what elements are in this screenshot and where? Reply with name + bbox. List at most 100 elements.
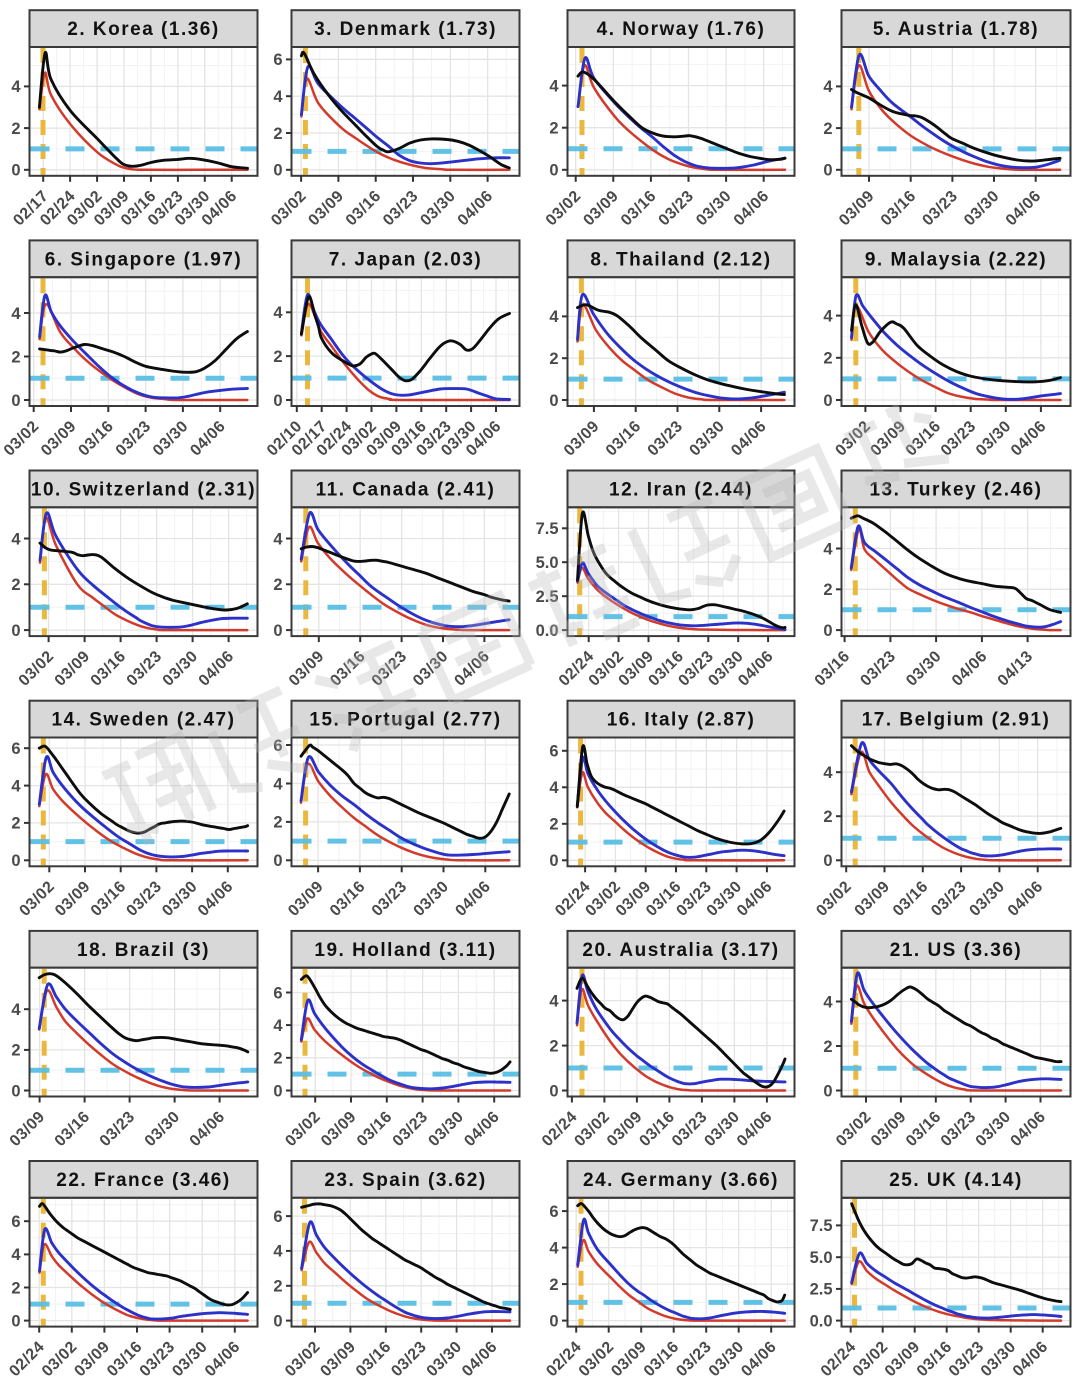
svg-text:2: 2 [273, 125, 282, 143]
svg-text:4: 4 [273, 1017, 283, 1035]
svg-text:0: 0 [823, 1082, 832, 1100]
svg-text:6: 6 [273, 984, 282, 1002]
svg-text:4: 4 [11, 1001, 21, 1019]
svg-text:0: 0 [11, 852, 20, 870]
svg-text:4: 4 [11, 530, 21, 548]
svg-text:4. Norway (1.76): 4. Norway (1.76) [597, 19, 766, 40]
svg-text:4: 4 [823, 78, 833, 96]
svg-text:13. Turkey (2.46): 13. Turkey (2.46) [869, 480, 1042, 501]
svg-text:4: 4 [11, 305, 21, 323]
svg-text:0: 0 [823, 852, 832, 870]
svg-text:2: 2 [273, 576, 282, 594]
svg-text:2: 2 [549, 1276, 558, 1294]
svg-text:0.0: 0.0 [810, 1312, 833, 1330]
svg-text:6: 6 [11, 740, 20, 758]
svg-text:4: 4 [823, 764, 833, 782]
svg-text:22. France (3.46): 22. France (3.46) [56, 1170, 230, 1191]
svg-text:5. Austria (1.78): 5. Austria (1.78) [873, 19, 1039, 40]
svg-text:4: 4 [11, 777, 21, 795]
svg-text:5.0: 5.0 [536, 554, 559, 572]
svg-text:2: 2 [11, 348, 20, 366]
svg-text:0: 0 [273, 392, 282, 410]
svg-text:4: 4 [273, 304, 283, 322]
svg-text:2: 2 [823, 120, 832, 138]
svg-text:3. Denmark (1.73): 3. Denmark (1.73) [314, 19, 497, 40]
svg-text:0: 0 [273, 1312, 282, 1330]
svg-text:0: 0 [11, 1082, 20, 1100]
svg-text:4: 4 [549, 992, 559, 1010]
svg-text:2: 2 [273, 814, 282, 832]
svg-text:2: 2 [549, 120, 558, 138]
svg-text:2.5: 2.5 [810, 1281, 833, 1299]
svg-text:16. Italy (2.87): 16. Italy (2.87) [607, 710, 756, 731]
svg-text:4: 4 [549, 308, 559, 326]
svg-text:4: 4 [823, 993, 833, 1011]
svg-text:25. UK (4.14): 25. UK (4.14) [889, 1170, 1023, 1191]
svg-text:6: 6 [273, 51, 282, 69]
svg-text:7.5: 7.5 [536, 520, 559, 538]
svg-text:6: 6 [549, 1203, 558, 1221]
svg-text:23. Spain (3.62): 23. Spain (3.62) [324, 1170, 486, 1191]
svg-text:4: 4 [549, 77, 559, 95]
svg-text:11. Canada (2.41): 11. Canada (2.41) [316, 480, 496, 501]
svg-text:18. Brazil (3): 18. Brazil (3) [77, 940, 210, 961]
svg-text:6. Singapore (1.97): 6. Singapore (1.97) [45, 249, 242, 270]
svg-text:2: 2 [273, 348, 282, 366]
svg-text:9. Malaysia (2.22): 9. Malaysia (2.22) [865, 249, 1047, 270]
svg-text:0: 0 [273, 162, 282, 180]
svg-text:2: 2 [273, 1050, 282, 1068]
svg-text:4: 4 [549, 1239, 559, 1257]
svg-text:2: 2 [11, 1042, 20, 1060]
svg-text:4: 4 [823, 307, 833, 325]
svg-text:19. Holland (3.11): 19. Holland (3.11) [314, 940, 496, 961]
svg-text:0: 0 [11, 392, 20, 410]
svg-text:2: 2 [273, 1278, 282, 1296]
svg-text:0: 0 [273, 622, 282, 640]
svg-text:0: 0 [11, 1312, 20, 1330]
svg-text:4: 4 [273, 1243, 283, 1261]
svg-text:2: 2 [549, 816, 558, 834]
svg-text:0: 0 [11, 622, 20, 640]
svg-text:2.5: 2.5 [536, 588, 559, 606]
svg-text:2: 2 [823, 350, 832, 368]
svg-text:4: 4 [549, 779, 559, 797]
svg-text:6: 6 [273, 737, 282, 755]
svg-text:2: 2 [549, 1037, 558, 1055]
svg-text:0: 0 [549, 1082, 558, 1100]
svg-text:4: 4 [273, 775, 283, 793]
svg-text:21. US (3.36): 21. US (3.36) [890, 940, 1023, 961]
svg-text:4: 4 [11, 1246, 21, 1264]
svg-text:0: 0 [11, 162, 20, 180]
svg-text:0: 0 [273, 1082, 282, 1100]
svg-text:0: 0 [823, 392, 832, 410]
svg-text:2: 2 [823, 581, 832, 599]
svg-text:17. Belgium (2.91): 17. Belgium (2.91) [862, 710, 1051, 731]
svg-text:2: 2 [823, 808, 832, 826]
svg-text:15. Portugal (2.77): 15. Portugal (2.77) [309, 710, 501, 731]
svg-text:0: 0 [549, 1312, 558, 1330]
svg-text:5.0: 5.0 [810, 1249, 833, 1267]
svg-text:2: 2 [11, 815, 20, 833]
svg-text:2: 2 [11, 576, 20, 594]
svg-text:2: 2 [823, 1038, 832, 1056]
svg-text:4: 4 [273, 88, 283, 106]
svg-text:4: 4 [11, 78, 21, 96]
svg-text:24. Germany (3.66): 24. Germany (3.66) [583, 1170, 779, 1191]
svg-text:6: 6 [549, 743, 558, 761]
svg-text:0: 0 [823, 162, 832, 180]
svg-text:6: 6 [11, 1213, 20, 1231]
svg-text:0: 0 [549, 392, 558, 410]
svg-text:6: 6 [273, 1208, 282, 1226]
svg-text:0: 0 [549, 852, 558, 870]
svg-text:4: 4 [823, 540, 833, 558]
svg-text:2: 2 [549, 350, 558, 368]
svg-text:0: 0 [823, 622, 832, 640]
svg-text:14. Sweden (2.47): 14. Sweden (2.47) [52, 710, 236, 731]
svg-text:10. Switzerland (2.31): 10. Switzerland (2.31) [31, 480, 256, 501]
svg-text:7. Japan (2.03): 7. Japan (2.03) [329, 249, 482, 270]
svg-text:7.5: 7.5 [810, 1217, 833, 1235]
svg-text:2: 2 [11, 1279, 20, 1297]
svg-text:2: 2 [11, 120, 20, 138]
svg-text:20. Australia (3.17): 20. Australia (3.17) [582, 940, 779, 961]
svg-text:2. Korea (1.36): 2. Korea (1.36) [67, 19, 219, 40]
